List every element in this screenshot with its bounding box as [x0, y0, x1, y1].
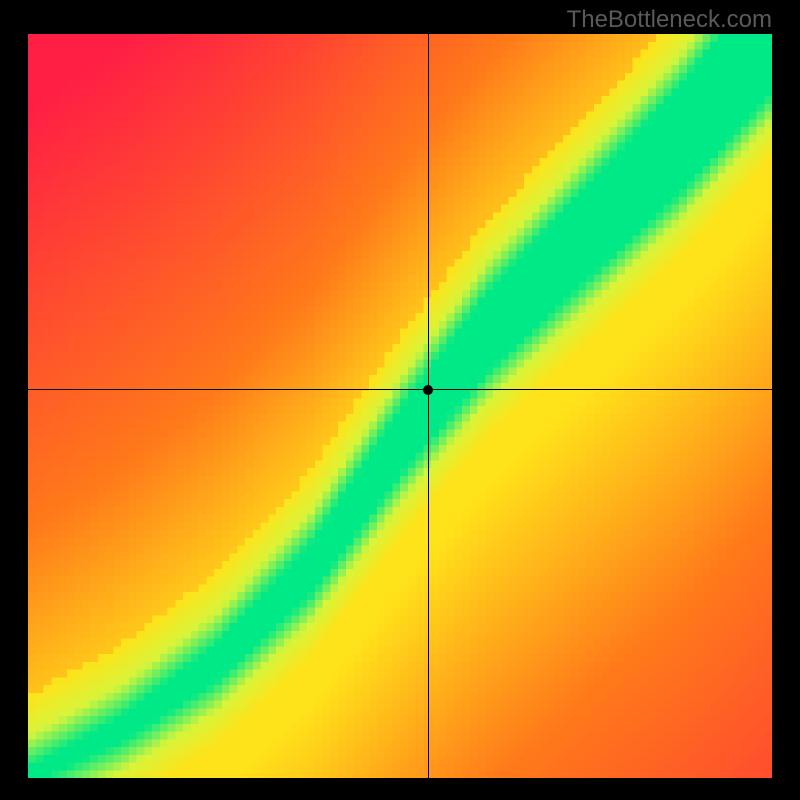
watermark-text: TheBottleneck.com [567, 6, 772, 34]
selection-marker [423, 385, 433, 395]
crosshair-horizontal [28, 389, 772, 390]
crosshair-vertical [428, 34, 429, 778]
chart-container: TheBottleneck.com [0, 0, 800, 800]
plot-area [28, 34, 772, 778]
bottleneck-heatmap [28, 34, 772, 778]
